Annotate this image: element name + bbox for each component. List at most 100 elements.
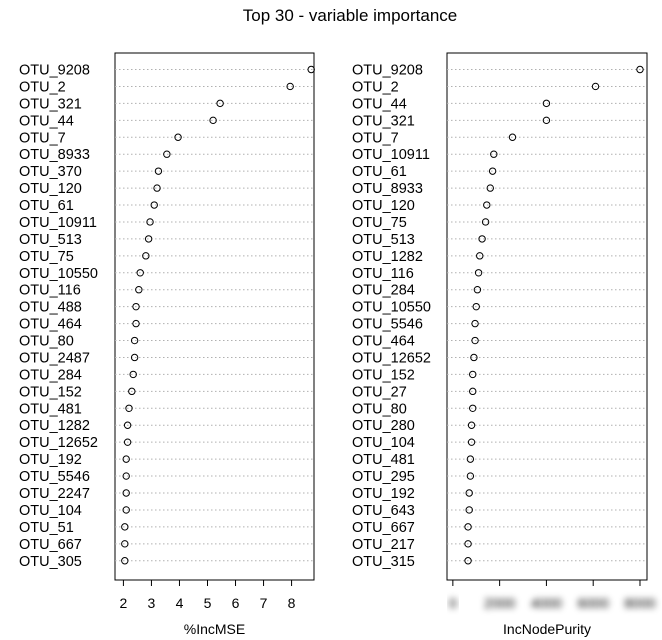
variable-label: OTU_10550 [352,300,431,316]
data-point [130,353,139,362]
data-point [144,235,153,243]
data-point [174,133,182,141]
variable-label: OTU_120 [352,198,415,214]
variable-label: OTU_284 [19,367,82,383]
data-point [307,65,315,74]
data-point [508,133,517,141]
variable-label: OTU_284 [352,283,415,299]
variable-label: OTU_305 [19,554,82,570]
data-point [472,302,480,311]
data-point [154,167,163,175]
data-point [486,184,494,192]
data-point [465,489,473,497]
data-point [466,472,475,480]
data-point [469,387,477,396]
x-tick-label: 5 [204,595,212,611]
variable-label: OTU_481 [19,401,82,417]
variable-label: OTU_104 [352,435,415,451]
variable-label: OTU_488 [19,300,82,316]
variable-label: OTU_152 [352,367,415,383]
x-tick-label: 6 [232,595,240,611]
variable-label: OTU_667 [19,537,82,553]
data-point [464,540,472,548]
data-point [121,523,129,531]
variable-label: OTU_116 [352,266,414,282]
data-point [163,150,171,158]
variable-label: OTU_464 [352,334,415,350]
variable-label: OTU_321 [19,96,82,112]
variable-label: OTU_120 [19,181,82,197]
variable-label: OTU_80 [352,401,407,417]
data-point [122,455,130,463]
x-tick-label: 0 [449,595,457,611]
data-point [483,201,491,209]
data-point [481,218,490,226]
variable-label: OTU_2 [352,79,399,95]
variable-label: OTU_370 [19,164,82,180]
variable-label: OTU_61 [19,198,74,214]
data-point [488,167,497,175]
data-point [130,336,139,345]
data-point [471,336,479,345]
variable-label: OTU_9208 [352,63,423,79]
x-tick-label: 4000 [531,595,562,611]
data-point [123,438,132,446]
data-point [122,472,130,480]
data-point [125,404,133,412]
data-point [464,523,472,531]
variable-label: OTU_2 [19,79,66,95]
data-point [467,421,476,429]
data-point [465,506,473,514]
data-point [469,404,477,412]
plot-frame [114,52,315,581]
panel-inc-node-purity: OTU_9208OTU_2OTU_44OTU_321OTU_7OTU_10911… [352,52,656,637]
variable-label: OTU_2487 [19,350,90,366]
data-point [464,557,472,565]
variable-label: OTU_44 [352,96,407,112]
data-point [128,387,136,396]
data-point [123,421,132,429]
variable-label: OTU_12652 [19,435,98,451]
variable-label: OTU_464 [19,317,82,333]
data-point [122,489,130,497]
data-point [135,286,143,294]
data-point [542,99,551,108]
x-tick-label: 2 [120,595,128,611]
data-point [209,116,217,125]
x-tick-label: 8000 [624,595,655,611]
variable-label: OTU_27 [352,384,407,400]
variable-label: OTU_295 [352,469,415,485]
variable-label: OTU_321 [352,113,415,129]
x-tick-label: 6000 [578,595,609,611]
variable-label: OTU_2247 [19,486,90,502]
variable-label: OTU_481 [352,452,415,468]
variable-label: OTU_513 [352,232,415,248]
variable-label: OTU_217 [352,537,415,553]
variable-label: OTU_12652 [352,350,431,366]
data-point [473,286,482,294]
data-point [150,201,158,209]
data-point [474,269,483,277]
variable-label: OTU_10911 [19,215,97,231]
x-tick-label: 7 [260,595,268,611]
variable-label: OTU_7 [352,130,399,146]
data-point [591,82,600,91]
variable-label: OTU_5546 [19,469,90,485]
variable-label: OTU_75 [19,249,74,265]
data-point [142,252,150,260]
variable-label: OTU_44 [19,113,74,129]
data-point [132,319,140,328]
x-axis-label: %IncMSE [184,621,245,637]
variable-label: OTU_7 [19,130,66,146]
data-point [470,353,478,362]
data-point [476,252,484,260]
data-point [542,116,551,125]
variable-label: OTU_667 [352,520,415,536]
data-point [146,218,154,226]
data-point [122,506,130,514]
data-point [467,438,476,446]
data-point [121,540,129,548]
x-tick-label: 8 [288,595,296,611]
variable-label: OTU_315 [352,554,415,570]
